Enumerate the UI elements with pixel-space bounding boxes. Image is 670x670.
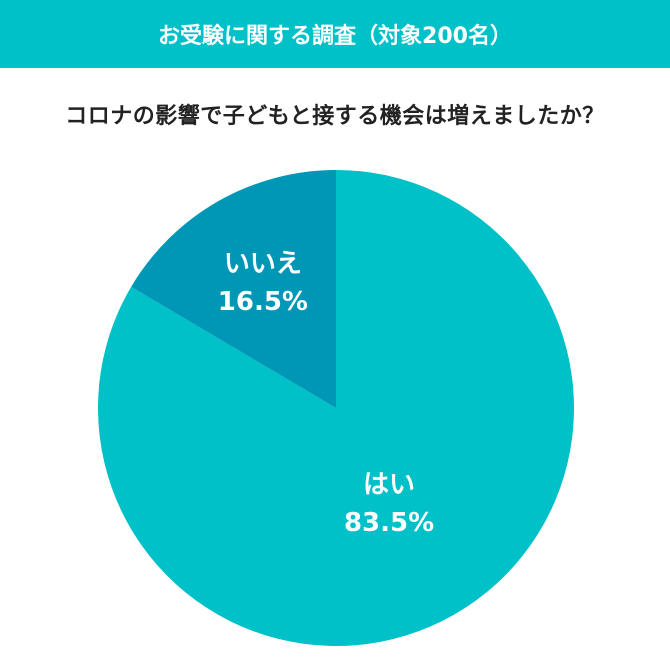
slice-value-no: 16.5% xyxy=(218,287,308,317)
pie-slice-no xyxy=(131,170,336,408)
slice-label-no: いいえ xyxy=(224,249,302,279)
slice-value-yes: 83.5% xyxy=(344,508,434,538)
pie-slice-yes xyxy=(97,170,575,647)
question-heading: コロナの影響で子どもと接する機会は増えましたか？ xyxy=(65,104,605,129)
survey-banner: お受験に関する調査（対象200名） xyxy=(0,0,670,68)
survey-title: お受験に関する調査（対象200名） xyxy=(158,24,512,49)
slice-label-yes: はい xyxy=(363,470,415,500)
